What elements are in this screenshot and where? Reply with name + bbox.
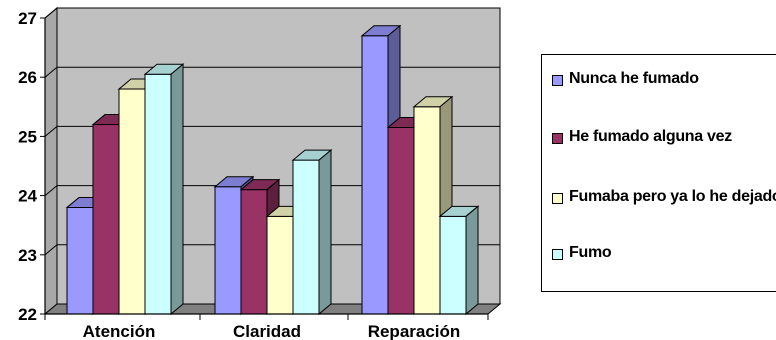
legend-item: Nunca he fumado	[552, 69, 776, 89]
bar-side	[318, 149, 332, 316]
bar-front	[92, 124, 120, 315]
bars	[65, 24, 480, 316]
bar-front	[387, 127, 415, 315]
bar	[438, 205, 480, 316]
gridline-side	[44, 126, 58, 137]
bar-front	[361, 35, 389, 315]
legend-swatch	[552, 249, 563, 260]
gridline-side	[44, 244, 58, 256]
y-tick-label: 24	[18, 187, 37, 206]
bar-front	[439, 215, 467, 315]
legend-label: Nunca he fumado	[569, 70, 699, 87]
legend-label: He fumado alguna vez	[569, 128, 732, 145]
bar-front	[66, 206, 94, 315]
gridline-side	[44, 185, 58, 196]
y-tick-label: 25	[18, 127, 37, 146]
legend-item: Fumo	[552, 243, 776, 263]
legend-label: Fumaba pero ya lo he dejado	[569, 188, 776, 205]
legend-swatch	[552, 75, 563, 86]
x-tick-label: Atención	[83, 322, 156, 340]
gridline-side	[44, 7, 58, 19]
bar-front	[292, 159, 320, 315]
bar	[291, 149, 333, 316]
x-tick-label: Reparación	[368, 322, 461, 340]
legend: Nunca he fumado He fumado alguna vez Fumab…	[541, 54, 776, 292]
y-tick-label: 22	[18, 305, 37, 324]
y-tick-labels: 22 23 24 25 26 27	[18, 9, 37, 324]
x-tick-label: Claridad	[233, 322, 301, 340]
gridline-side	[44, 66, 58, 78]
side-wall	[44, 6, 58, 316]
bar-front	[144, 73, 172, 315]
legend-item: Fumaba pero ya lo he dejado	[552, 187, 776, 207]
bar-front	[240, 189, 268, 315]
bar-front	[214, 186, 242, 315]
bar-side	[170, 63, 184, 316]
y-tick-label: 26	[18, 68, 37, 87]
y-tick-label: 23	[18, 246, 37, 265]
bar-front	[266, 215, 294, 315]
bar-side	[465, 205, 479, 316]
axes	[40, 17, 489, 320]
legend-item: He fumado alguna vez	[552, 127, 776, 147]
legend-swatch	[552, 193, 563, 204]
legend-swatch	[552, 133, 563, 144]
legend-label: Fumo	[569, 244, 612, 261]
bar	[239, 178, 281, 316]
bar-front	[118, 88, 146, 315]
y-tick-label: 27	[18, 9, 37, 28]
bar	[143, 63, 185, 316]
bar-front	[413, 106, 441, 315]
x-tick-labels: Atención Claridad Reparación	[83, 322, 461, 340]
